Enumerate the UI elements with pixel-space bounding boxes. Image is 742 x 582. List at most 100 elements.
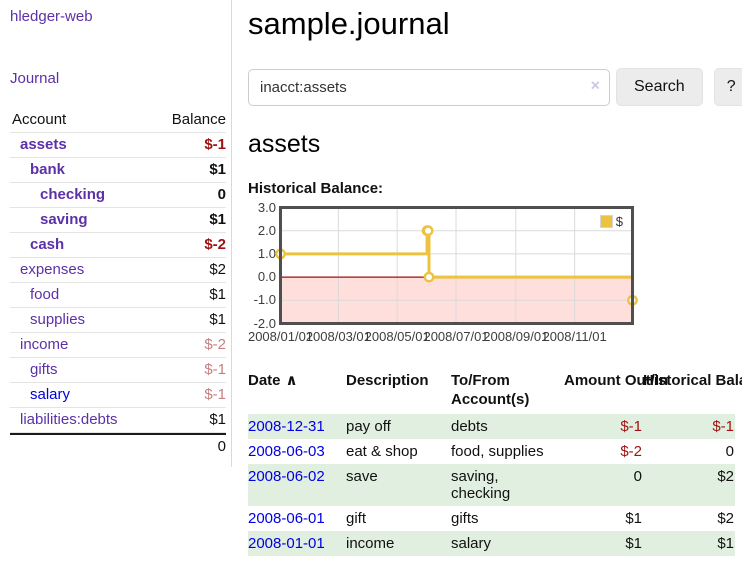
- register-cell-amount: $1: [625, 535, 642, 552]
- register-cell-description: eat & shop: [346, 443, 418, 460]
- account-link-checking[interactable]: checking: [40, 186, 106, 203]
- sidebar: hledger-web Journal Account Balance asse…: [0, 0, 232, 467]
- accounts-table-header: Account Balance: [10, 108, 226, 133]
- account-row: checking 0: [10, 183, 226, 208]
- register-cell-accounts: salary: [451, 535, 492, 552]
- transaction-date-link[interactable]: 2008-06-01: [248, 510, 325, 527]
- register-table: Date ∧ Description To/From Account(s) Amo…: [248, 371, 742, 556]
- y-tick-label: -1.0: [253, 292, 276, 308]
- transaction-date-link[interactable]: 2008-12-31: [248, 418, 325, 435]
- page-title: sample.journal: [248, 6, 450, 41]
- account-link-supplies[interactable]: supplies: [30, 311, 86, 328]
- account-balance: $1: [209, 286, 226, 303]
- account-link-assets[interactable]: assets: [20, 136, 67, 153]
- register-cell-date: 2008-01-01: [248, 535, 346, 552]
- register-cell-balance: $2: [717, 468, 734, 485]
- account-link-liabilities-debts[interactable]: liabilities:debts: [20, 411, 118, 428]
- register-cell-amount: $-1: [620, 418, 642, 435]
- chart-legend: $: [597, 213, 625, 230]
- brand-link[interactable]: hledger-web: [10, 8, 93, 25]
- y-tick-label: -2.0: [253, 315, 276, 331]
- account-row: salary $-1: [10, 383, 226, 408]
- register-cell-date: 2008-06-01: [248, 510, 346, 527]
- account-row: cash $-2: [10, 233, 226, 258]
- account-balance: $2: [209, 261, 226, 278]
- register-cell-balance: 0: [725, 443, 734, 460]
- account-balance: $1: [209, 311, 226, 328]
- account-link-cash[interactable]: cash: [30, 236, 65, 253]
- register-cell-balance: $1: [717, 535, 734, 552]
- account-balance: $-1: [204, 136, 226, 153]
- account-balance: $-2: [204, 336, 226, 353]
- accounts-total-row: 0: [10, 433, 226, 459]
- help-button[interactable]: ?: [713, 68, 742, 106]
- register-header-accounts: To/From Account(s): [451, 372, 530, 408]
- transaction-date-link[interactable]: 2008-06-03: [248, 443, 325, 460]
- accounts-total-value: 0: [217, 438, 226, 455]
- register-cell-date: 2008-06-02: [248, 468, 346, 502]
- x-tick-label: 2008/07/01: [423, 329, 489, 344]
- register-cell-description: pay off: [346, 418, 391, 435]
- register-cell-accounts: gifts: [451, 510, 479, 527]
- legend-swatch-icon: [599, 215, 613, 228]
- chart-title: Historical Balance:: [248, 180, 384, 197]
- account-row: bank $1: [10, 158, 226, 183]
- y-tick-label: 0.0: [257, 269, 276, 285]
- register-row: 2008-06-02 save saving, checking 0 $2: [248, 464, 735, 506]
- sidebar-item-journal[interactable]: Journal: [10, 70, 60, 87]
- search-input[interactable]: [248, 68, 610, 106]
- register-cell-balance: $-1: [712, 418, 734, 435]
- x-tick-label: 2008/11/01: [542, 329, 607, 344]
- register-cell-date: 2008-12-31: [248, 418, 346, 435]
- historical-balance-chart: 3.0 2.0 1.0 0.0 -1.0 -2.0 $2008/01/01 2008/03/0…: [247, 200, 742, 346]
- account-link-expenses[interactable]: expenses: [20, 261, 85, 278]
- register-table-header: Date ∧ Description To/From Account(s) Amo…: [248, 371, 742, 414]
- y-tick-label: 3.0: [257, 199, 276, 215]
- register-cell-description: gift: [346, 510, 367, 527]
- account-row: liabilities:debts $1: [10, 408, 226, 433]
- account-row: supplies $1: [10, 308, 226, 333]
- register-cell-amount: 0: [633, 468, 642, 485]
- account-row: gifts $-1: [10, 358, 226, 383]
- account-balance: $1: [209, 161, 226, 178]
- account-balance: $1: [209, 411, 226, 428]
- register-cell-accounts: food, supplies: [451, 443, 544, 460]
- account-balance: $-1: [204, 361, 226, 378]
- register-header-amount: Amount Out/In: [564, 372, 669, 389]
- account-row: expenses $2: [10, 258, 226, 283]
- register-header-date[interactable]: Date ∧: [248, 372, 298, 389]
- x-tick-label: 2008/01/01: [247, 329, 314, 344]
- account-heading: assets: [248, 130, 321, 158]
- register-cell-description: income: [346, 535, 395, 552]
- account-row: saving $1: [10, 208, 226, 233]
- account-balance: $-1: [204, 386, 226, 403]
- plot-area: $: [275, 206, 638, 325]
- search-form: × Search ?: [248, 68, 742, 106]
- main-content: sample.journal × Search ? assets Histori…: [232, 0, 742, 556]
- y-tick-label: 2.0: [257, 222, 276, 238]
- account-row: income $-2: [10, 333, 226, 358]
- transaction-date-link[interactable]: 2008-01-01: [248, 535, 325, 552]
- register-row: 2008-12-31 pay off debts $-1 $-1: [248, 414, 735, 439]
- register-row: 2008-06-01 gift gifts $1 $2: [248, 506, 735, 531]
- register-row: 2008-06-03 eat & shop food, supplies $-2 0: [248, 439, 735, 464]
- search-button[interactable]: Search: [616, 68, 703, 106]
- register-cell-date: 2008-06-03: [248, 443, 346, 460]
- account-link-saving[interactable]: saving: [40, 211, 88, 228]
- account-link-salary[interactable]: salary: [30, 386, 71, 403]
- register-cell-amount: $-2: [620, 443, 642, 460]
- register-header-balance: Historical Balance: [643, 372, 742, 389]
- account-balance: $1: [209, 211, 226, 228]
- clear-search-icon[interactable]: ×: [590, 77, 600, 95]
- account-balance: 0: [217, 186, 226, 203]
- register-cell-accounts: saving, checking: [451, 468, 511, 502]
- account-link-income[interactable]: income: [20, 336, 69, 353]
- account-row: food $1: [10, 283, 226, 308]
- account-link-bank[interactable]: bank: [30, 161, 66, 178]
- register-header-description: Description: [346, 372, 429, 389]
- transaction-date-link[interactable]: 2008-06-02: [248, 468, 325, 485]
- account-link-food[interactable]: food: [30, 286, 60, 303]
- account-link-gifts[interactable]: gifts: [30, 361, 58, 378]
- y-tick-label: 1.0: [257, 245, 276, 261]
- search-box: ×: [248, 68, 610, 106]
